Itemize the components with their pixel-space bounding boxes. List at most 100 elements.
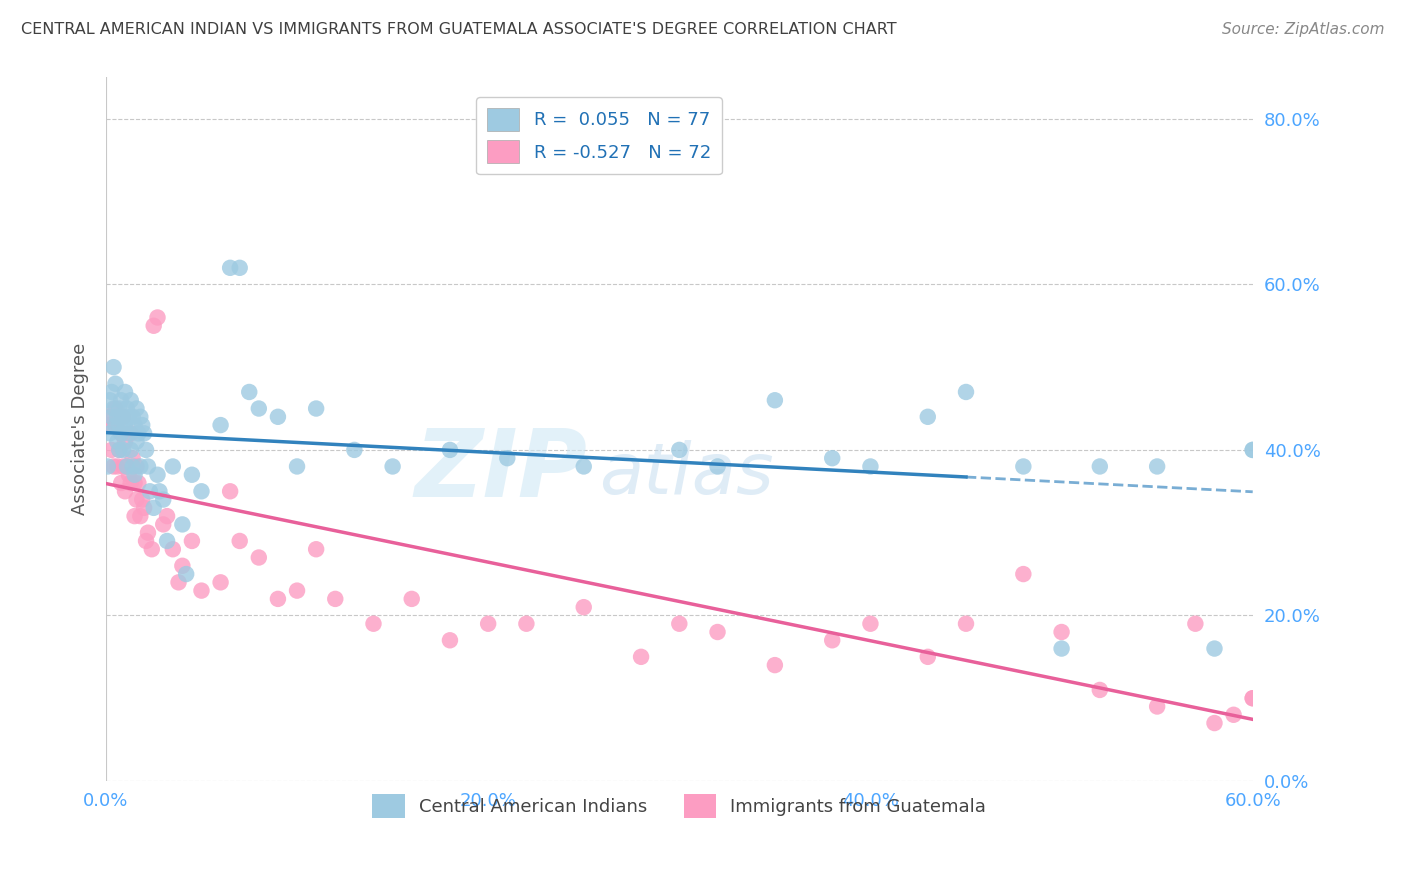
Point	[1088, 682, 1111, 697]
Point	[1204, 716, 1226, 731]
Point	[190, 484, 212, 499]
Point	[112, 459, 135, 474]
Point	[118, 409, 141, 424]
Point	[477, 616, 499, 631]
Point	[162, 459, 184, 474]
Point	[917, 649, 939, 664]
Point	[228, 533, 250, 548]
Point	[125, 434, 148, 449]
Point	[100, 409, 122, 424]
Point	[1050, 625, 1073, 640]
Point	[305, 542, 328, 557]
Point	[110, 426, 132, 441]
Point	[323, 591, 346, 606]
Point	[103, 459, 125, 474]
Point	[285, 459, 308, 474]
Point	[121, 451, 143, 466]
Point	[1241, 442, 1264, 457]
Point	[152, 517, 174, 532]
Point	[141, 542, 163, 557]
Point	[142, 500, 165, 515]
Point	[955, 384, 977, 399]
Point	[105, 418, 128, 433]
Point	[100, 442, 122, 457]
Point	[124, 509, 146, 524]
Point	[1241, 691, 1264, 706]
Point	[120, 426, 142, 441]
Point	[401, 591, 423, 606]
Point	[134, 500, 156, 515]
Point	[121, 459, 143, 474]
Y-axis label: Associate's Degree: Associate's Degree	[72, 343, 89, 516]
Point	[129, 459, 152, 474]
Point	[97, 418, 120, 433]
Point	[209, 418, 232, 433]
Point	[172, 558, 194, 573]
Point	[114, 418, 136, 433]
Point	[104, 418, 127, 433]
Point	[139, 484, 162, 499]
Point	[156, 509, 179, 524]
Point	[112, 409, 135, 424]
Point	[305, 401, 328, 416]
Point	[131, 492, 153, 507]
Point	[104, 376, 127, 391]
Point	[121, 409, 143, 424]
Point	[125, 401, 148, 416]
Point	[247, 550, 270, 565]
Point	[1050, 641, 1073, 656]
Point	[174, 567, 197, 582]
Point	[630, 649, 652, 664]
Point	[127, 426, 149, 441]
Point	[98, 409, 121, 424]
Point	[110, 426, 132, 441]
Point	[172, 517, 194, 532]
Point	[1184, 616, 1206, 631]
Point	[112, 409, 135, 424]
Point	[114, 484, 136, 499]
Point	[706, 459, 728, 474]
Point	[108, 442, 131, 457]
Point	[105, 434, 128, 449]
Point	[105, 409, 128, 424]
Point	[120, 442, 142, 457]
Point	[821, 451, 844, 466]
Point	[134, 426, 156, 441]
Text: ZIP: ZIP	[415, 425, 588, 517]
Point	[110, 393, 132, 408]
Point	[439, 442, 461, 457]
Point	[135, 442, 157, 457]
Point	[162, 542, 184, 557]
Point	[439, 633, 461, 648]
Point	[167, 575, 190, 590]
Point	[821, 633, 844, 648]
Point	[1012, 567, 1035, 582]
Point	[381, 459, 404, 474]
Point	[131, 418, 153, 433]
Point	[209, 575, 232, 590]
Point	[103, 401, 125, 416]
Point	[114, 434, 136, 449]
Point	[135, 533, 157, 548]
Point	[247, 401, 270, 416]
Point	[917, 409, 939, 424]
Point	[190, 583, 212, 598]
Legend: Central American Indians, Immigrants from Guatemala: Central American Indians, Immigrants fro…	[366, 787, 994, 825]
Point	[1146, 699, 1168, 714]
Point	[129, 509, 152, 524]
Point	[124, 476, 146, 491]
Point	[763, 658, 786, 673]
Point	[859, 616, 882, 631]
Point	[156, 533, 179, 548]
Text: atlas: atlas	[599, 441, 773, 509]
Point	[1241, 442, 1264, 457]
Point	[267, 409, 290, 424]
Point	[136, 525, 159, 540]
Point	[238, 384, 260, 399]
Point	[125, 459, 148, 474]
Point	[267, 591, 290, 606]
Point	[105, 459, 128, 474]
Point	[1012, 459, 1035, 474]
Point	[108, 401, 131, 416]
Point	[1241, 691, 1264, 706]
